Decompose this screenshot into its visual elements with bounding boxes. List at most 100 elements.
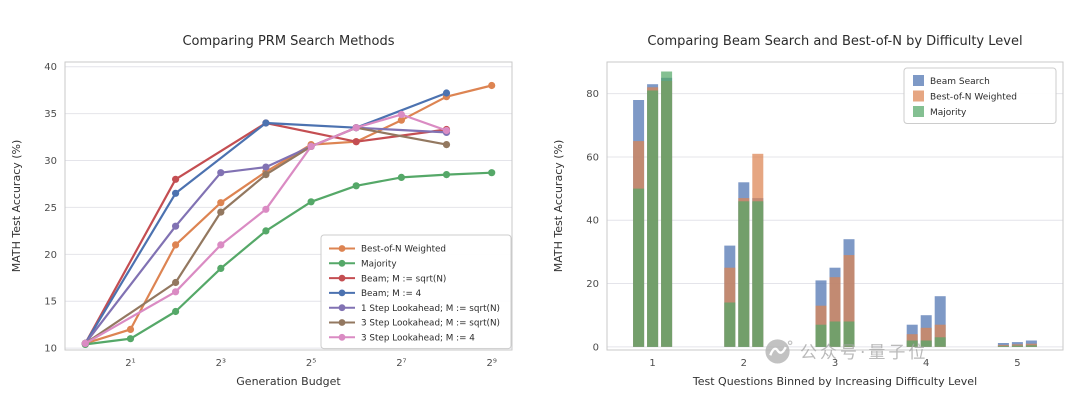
plot-border bbox=[64, 61, 513, 351]
legend-marker-swatch bbox=[338, 274, 346, 282]
data-point-marker bbox=[307, 142, 315, 150]
legend-marker-swatch bbox=[338, 304, 346, 312]
line-chart-svg: 10 15 20 25 30 35 40 2¹ 2³ 2⁵ 2⁷ 2⁹ Comparing PRM Se… bbox=[10, 34, 513, 388]
prm-search-methods-chart: 10 15 20 25 30 35 40 2¹ 2³ 2⁵ 2⁷ 2⁹ Comparing PRM Se… bbox=[10, 34, 513, 388]
bar-majority bbox=[843, 321, 855, 347]
data-point-marker bbox=[126, 335, 135, 343]
x-axis-label: Generation Budget bbox=[236, 375, 341, 388]
series-3-step-lookahead-m-4 bbox=[81, 110, 451, 347]
legend: Beam Search Best-of-N Weighted Majority bbox=[903, 67, 1057, 124]
legend-marker-swatch bbox=[338, 289, 346, 297]
bar-best_of_n bbox=[920, 327, 932, 347]
bar-majority bbox=[1011, 345, 1023, 347]
y-tick-label: 10 bbox=[44, 344, 57, 355]
series-line bbox=[84, 171, 493, 346]
bar-best_of_n bbox=[997, 344, 1009, 347]
x-tick-label: 2⁹ bbox=[486, 358, 496, 369]
data-point-marker bbox=[442, 141, 451, 149]
bar-majority bbox=[920, 340, 932, 347]
bar-majority bbox=[906, 340, 918, 347]
series-best-of-n-weighted bbox=[81, 81, 496, 347]
x-tick-label: 2 bbox=[741, 358, 747, 369]
legend-label: Majority bbox=[930, 108, 967, 118]
data-point-marker bbox=[262, 119, 270, 127]
x-tick-label: 2⁵ bbox=[306, 358, 316, 369]
y-tick-label: 30 bbox=[44, 156, 57, 167]
beam-vs-bestofn-difficulty-chart: 0 20 40 60 80 1 2 3 4 5 Comparing Beam Search and … bbox=[540, 0, 1080, 402]
legend-label: Beam; M := sqrt(N) bbox=[361, 274, 446, 284]
y-tick-label: 15 bbox=[44, 297, 57, 308]
legend-label: 1 Step Lookahead; M := sqrt(N) bbox=[361, 304, 500, 314]
bar-majority bbox=[661, 71, 673, 347]
legend-label: Beam Search bbox=[930, 77, 990, 87]
bar-group-level-1 bbox=[633, 71, 673, 347]
x-tick-label: 2³ bbox=[216, 358, 226, 369]
bar-majority bbox=[724, 302, 736, 347]
y-tick-label: 35 bbox=[44, 109, 57, 120]
bar-beam bbox=[1025, 340, 1037, 347]
bar-majority bbox=[997, 345, 1009, 347]
legend-label: Best-of-N Weighted bbox=[930, 93, 1017, 103]
x-tick-label: 5 bbox=[1014, 358, 1020, 369]
bar-majority bbox=[752, 201, 764, 347]
data-point-marker bbox=[352, 124, 360, 132]
bar-group-level-2 bbox=[724, 153, 764, 347]
data-point-marker bbox=[262, 205, 270, 213]
legend-color-swatch bbox=[913, 106, 924, 117]
legend-color-swatch bbox=[913, 90, 924, 102]
data-point-marker bbox=[352, 138, 360, 146]
x-tick-label: 3 bbox=[832, 358, 838, 369]
bar-majority bbox=[815, 324, 827, 347]
bar-best_of_n bbox=[829, 277, 841, 347]
data-point-marker bbox=[397, 110, 405, 119]
x-tick-label: 2⁷ bbox=[396, 358, 406, 369]
data-point-marker bbox=[217, 199, 225, 207]
data-point-marker bbox=[442, 126, 451, 135]
legend-marker-swatch bbox=[338, 333, 346, 341]
data-point-marker bbox=[488, 81, 496, 90]
legend-marker-swatch bbox=[338, 319, 346, 326]
legend: Best-of-N Weighted Majority Beam; M := sqr… bbox=[320, 234, 512, 350]
legend-label: Best-of-N Weighted bbox=[361, 245, 446, 255]
x-tick-label: 4 bbox=[923, 358, 929, 369]
y-tick-label: 20 bbox=[586, 279, 599, 290]
data-point-marker bbox=[307, 198, 315, 206]
bar-majority bbox=[934, 337, 946, 347]
bar-group-level-3 bbox=[815, 239, 855, 347]
chart-title: Comparing Beam Search and Best-of-N by D… bbox=[647, 34, 1022, 49]
legend-label: Majority bbox=[361, 260, 397, 270]
data-point-marker bbox=[172, 288, 180, 296]
x-axis-label: Test Questions Binned by Increasing Diff… bbox=[692, 375, 977, 388]
plot-border bbox=[606, 61, 1064, 351]
x-tick-label: 2¹ bbox=[125, 358, 135, 369]
data-point-marker bbox=[172, 241, 180, 249]
bar-majority bbox=[829, 321, 841, 347]
legend-box bbox=[903, 67, 1057, 124]
data-point-marker bbox=[442, 89, 451, 97]
series-line bbox=[84, 113, 448, 345]
data-point-marker bbox=[172, 175, 180, 183]
series-line bbox=[84, 84, 493, 345]
y-axis-label: MATH Test Accuracy (%) bbox=[10, 140, 23, 273]
bar-group-level-4 bbox=[906, 296, 946, 347]
y-tick-label: 40 bbox=[44, 62, 57, 73]
x-tick-label: 1 bbox=[649, 358, 655, 369]
data-point-marker bbox=[172, 222, 180, 230]
legend-marker-swatch bbox=[338, 245, 346, 252]
legend-label: 3 Step Lookahead; M := sqrt(N) bbox=[361, 319, 500, 329]
legend-label: 3 Step Lookahead; M := 4 bbox=[361, 334, 475, 344]
data-point-marker bbox=[397, 173, 405, 181]
bar-beam bbox=[934, 296, 946, 347]
bar-majority bbox=[738, 201, 750, 347]
data-point-marker bbox=[352, 182, 360, 190]
data-point-marker bbox=[172, 189, 180, 197]
bar-group-level-5 bbox=[997, 340, 1037, 347]
bar-best_of_n bbox=[934, 324, 946, 347]
data-point-marker bbox=[217, 169, 225, 177]
series-majority bbox=[81, 169, 496, 348]
data-point-marker bbox=[488, 169, 496, 177]
data-point-marker bbox=[397, 116, 405, 124]
bar-best_of_n bbox=[843, 255, 855, 347]
bar-best_of_n bbox=[1011, 344, 1023, 347]
